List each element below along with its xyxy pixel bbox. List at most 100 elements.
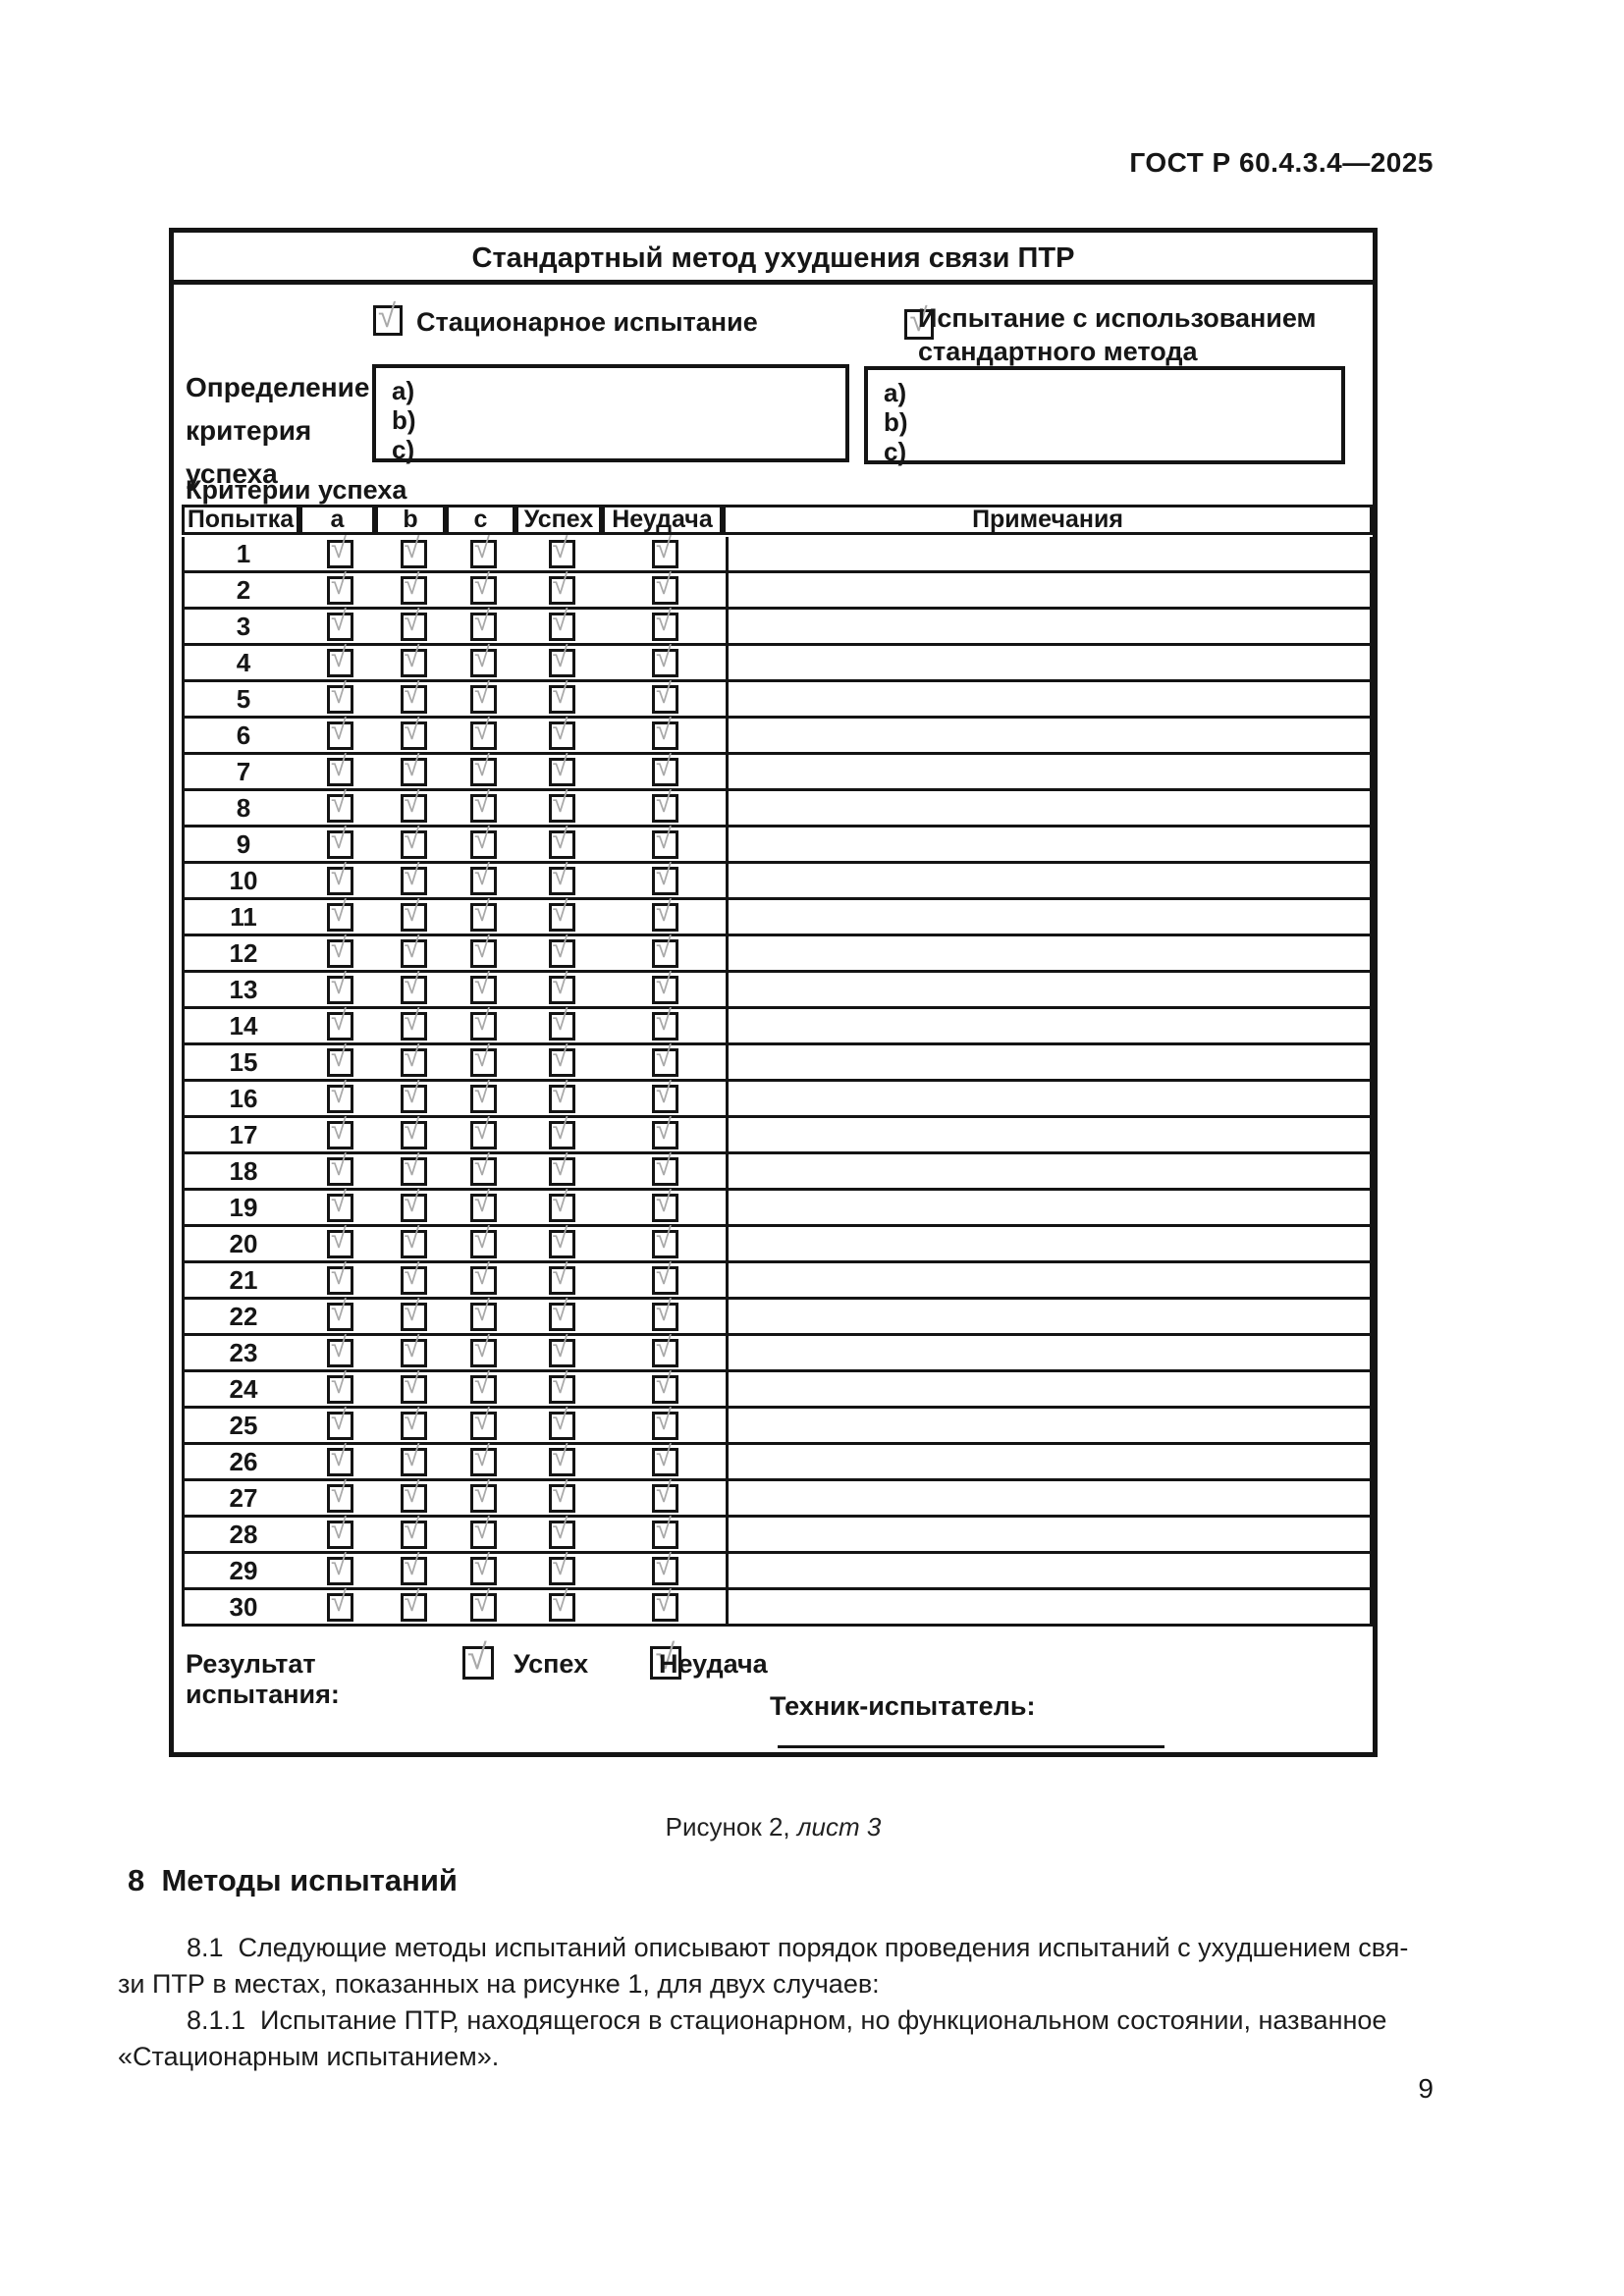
checkbox-success[interactable]: √ <box>548 1406 575 1440</box>
notes-cell[interactable] <box>726 1336 1370 1369</box>
checkbox-c[interactable]: √ <box>470 1224 497 1258</box>
checkbox-failure[interactable]: √ <box>652 1551 678 1585</box>
notes-cell[interactable] <box>726 864 1370 897</box>
technician-signature-line[interactable] <box>778 1722 1164 1748</box>
checkbox-b[interactable]: √ <box>400 607 427 641</box>
checkbox-a[interactable]: √ <box>327 1151 353 1186</box>
checkbox-b[interactable]: √ <box>400 1587 427 1622</box>
checkbox-failure[interactable]: √ <box>652 1297 678 1331</box>
checkbox-failure[interactable]: √ <box>652 1006 678 1041</box>
notes-cell[interactable] <box>726 719 1370 752</box>
checkbox-c[interactable]: √ <box>470 1478 497 1513</box>
checkbox-success[interactable]: √ <box>548 1333 575 1367</box>
checkbox-b[interactable]: √ <box>400 1042 427 1077</box>
checkbox-failure[interactable]: √ <box>652 861 678 895</box>
checkbox-b[interactable]: √ <box>400 570 427 605</box>
checkbox-b[interactable]: √ <box>400 643 427 677</box>
checkbox-failure[interactable]: √ <box>652 1333 678 1367</box>
checkbox-c[interactable]: √ <box>470 1260 497 1295</box>
checkbox-success[interactable]: √ <box>548 970 575 1004</box>
checkbox-c[interactable]: √ <box>470 1369 497 1404</box>
checkbox-b[interactable]: √ <box>400 1369 427 1404</box>
checkbox-success[interactable]: √ <box>548 1478 575 1513</box>
notes-cell[interactable] <box>726 573 1370 607</box>
notes-cell[interactable] <box>726 1009 1370 1042</box>
checkbox-failure[interactable]: √ <box>652 1478 678 1513</box>
checkbox-a[interactable]: √ <box>327 825 353 859</box>
checkbox-c[interactable]: √ <box>470 607 497 641</box>
checkbox-b[interactable]: √ <box>400 934 427 968</box>
checkbox-failure[interactable]: √ <box>652 1515 678 1549</box>
notes-cell[interactable] <box>726 1082 1370 1115</box>
checkbox-success[interactable]: √ <box>548 788 575 823</box>
checkbox-success[interactable]: √ <box>548 570 575 605</box>
checkbox-c[interactable]: √ <box>470 1297 497 1331</box>
checkbox-c[interactable]: √ <box>470 1079 497 1113</box>
notes-cell[interactable] <box>726 1300 1370 1333</box>
checkbox-c[interactable]: √ <box>470 788 497 823</box>
notes-cell[interactable] <box>726 1590 1370 1624</box>
notes-cell[interactable] <box>726 1227 1370 1260</box>
checkbox-a[interactable]: √ <box>327 1115 353 1149</box>
checkbox-b[interactable]: √ <box>400 534 427 568</box>
checkbox-c[interactable]: √ <box>470 897 497 932</box>
checkbox-failure[interactable]: √ <box>652 1079 678 1113</box>
notes-cell[interactable] <box>726 1445 1370 1478</box>
checkbox-c[interactable]: √ <box>470 1442 497 1476</box>
checkbox-success[interactable]: √ <box>548 1551 575 1585</box>
notes-cell[interactable] <box>726 1409 1370 1442</box>
notes-cell[interactable] <box>726 1518 1370 1551</box>
checkbox-success[interactable]: √ <box>548 1515 575 1549</box>
checkbox-b[interactable]: √ <box>400 1115 427 1149</box>
notes-cell[interactable] <box>726 1118 1370 1151</box>
checkbox-success[interactable]: √ <box>548 1188 575 1222</box>
criteria-input-box-stationary[interactable]: a) b) c) <box>372 364 849 464</box>
checkbox-success[interactable]: √ <box>548 1224 575 1258</box>
notes-cell[interactable] <box>726 610 1370 643</box>
checkbox-b[interactable]: √ <box>400 970 427 1004</box>
checkbox-b[interactable]: √ <box>400 825 427 859</box>
checkbox-success[interactable]: √ <box>548 534 575 568</box>
checkbox-a[interactable]: √ <box>327 1188 353 1222</box>
checkbox-a[interactable]: √ <box>327 1079 353 1113</box>
checkbox-failure[interactable]: √ <box>652 825 678 859</box>
checkbox-failure[interactable]: √ <box>652 1260 678 1295</box>
notes-cell[interactable] <box>726 646 1370 679</box>
notes-cell[interactable] <box>726 755 1370 788</box>
checkbox-c[interactable]: √ <box>470 1151 497 1186</box>
checkbox-c[interactable]: √ <box>470 1188 497 1222</box>
checkbox-a[interactable]: √ <box>327 1297 353 1331</box>
checkbox-a[interactable]: √ <box>327 679 353 714</box>
checkbox-success[interactable]: √ <box>548 1369 575 1404</box>
checkbox-failure[interactable]: √ <box>652 570 678 605</box>
checkbox-a[interactable]: √ <box>327 1515 353 1549</box>
checkbox-failure[interactable]: √ <box>652 1224 678 1258</box>
checkbox-failure[interactable]: √ <box>652 1151 678 1186</box>
checkbox-c[interactable]: √ <box>470 1333 497 1367</box>
checkbox-failure[interactable]: √ <box>652 534 678 568</box>
checkbox-success[interactable]: √ <box>548 1297 575 1331</box>
checkbox-c[interactable]: √ <box>470 825 497 859</box>
checkbox-success[interactable]: √ <box>548 1042 575 1077</box>
standard-method-test-checkbox[interactable]: √ <box>904 303 935 340</box>
checkbox-c[interactable]: √ <box>470 934 497 968</box>
checkbox-failure[interactable]: √ <box>652 1115 678 1149</box>
checkbox-success[interactable]: √ <box>548 1442 575 1476</box>
checkbox-failure[interactable]: √ <box>652 1042 678 1077</box>
checkbox-b[interactable]: √ <box>400 1224 427 1258</box>
checkbox-a[interactable]: √ <box>327 1260 353 1295</box>
checkbox-c[interactable]: √ <box>470 534 497 568</box>
checkbox-failure[interactable]: √ <box>652 1587 678 1622</box>
checkbox-b[interactable]: √ <box>400 752 427 786</box>
checkbox-c[interactable]: √ <box>470 752 497 786</box>
checkbox-failure[interactable]: √ <box>652 1406 678 1440</box>
notes-cell[interactable] <box>726 791 1370 825</box>
notes-cell[interactable] <box>726 1481 1370 1515</box>
checkbox-c[interactable]: √ <box>470 1115 497 1149</box>
checkbox-c[interactable]: √ <box>470 1587 497 1622</box>
checkbox-c[interactable]: √ <box>470 1515 497 1549</box>
notes-cell[interactable] <box>726 1263 1370 1297</box>
notes-cell[interactable] <box>726 1045 1370 1079</box>
checkbox-c[interactable]: √ <box>470 570 497 605</box>
checkbox-a[interactable]: √ <box>327 643 353 677</box>
